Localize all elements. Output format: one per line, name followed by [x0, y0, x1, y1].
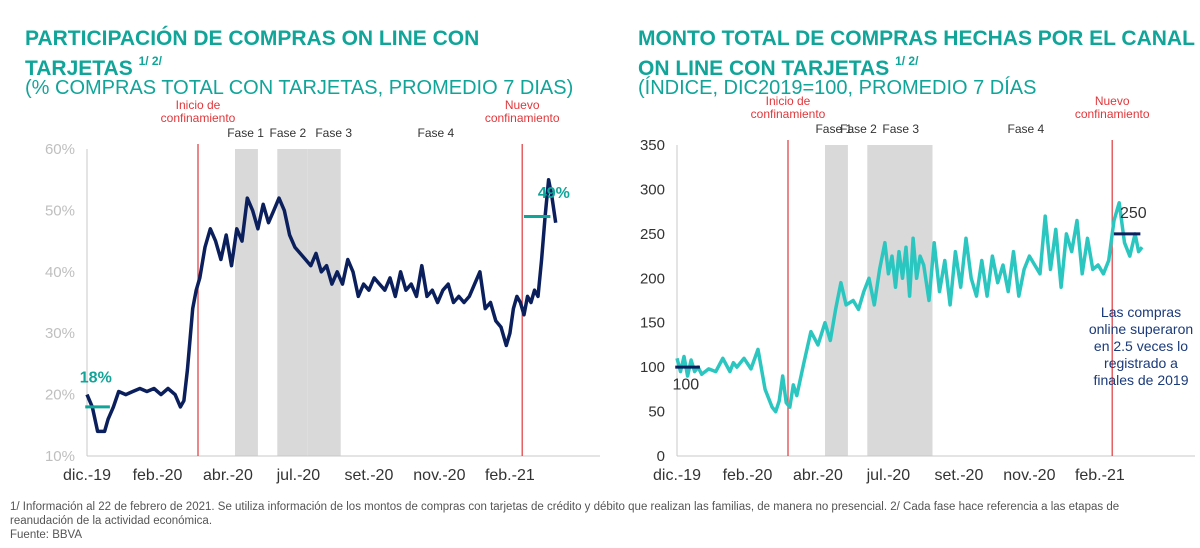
left-xtick-label: dic.-19	[63, 467, 111, 484]
right-xtick-label: set.-20	[934, 467, 983, 484]
left-title-footnote-ref: 1/ 2/	[138, 54, 162, 68]
right-ytick-label: 0	[657, 448, 665, 465]
right-marker-label-2: 250	[1120, 205, 1147, 222]
right-chart-title: MONTO TOTAL DE COMPRAS HECHAS POR EL CAN…	[638, 27, 1195, 80]
right-phase-band-1	[825, 145, 848, 456]
right-title-footnote-ref: 1/ 2/	[895, 54, 919, 68]
left-marker-label-1: 18%	[80, 369, 112, 386]
left-series-line	[85, 177, 558, 434]
right-phase-label-3: Fase 3	[882, 122, 919, 136]
left-phase-band-3	[307, 149, 341, 456]
right-event-label-2: Nuevo	[1095, 94, 1130, 108]
right-ytick-label: 50	[648, 404, 665, 421]
left-xtick-label: set.-20	[344, 467, 393, 484]
source-note: Fuente: BBVA	[10, 529, 83, 541]
left-chart-title: PARTICIPACIÓN DE COMPRAS ON LINE CON TAR…	[25, 27, 480, 80]
left-phase-band-1	[235, 149, 258, 456]
right-xtick-label: feb.-21	[1075, 467, 1125, 484]
footnote: 1/ Información al 22 de febrero de 2021.…	[10, 501, 1120, 527]
right-annotation-line: online superaron	[1089, 321, 1193, 337]
right-xtick-label: nov.-20	[1003, 467, 1055, 484]
left-phase-label-4: Fase 4	[418, 126, 455, 140]
right-ytick-label: 200	[640, 270, 665, 287]
left-xtick-label: feb.-20	[133, 467, 183, 484]
right-ytick-label: 100	[640, 359, 665, 376]
left-phase-label-3: Fase 3	[315, 126, 352, 140]
left-event-label-2: confinamiento	[485, 111, 560, 125]
right-ytick-label: 150	[640, 315, 665, 332]
left-ytick-label: 10%	[45, 448, 75, 465]
left-chart-subtitle: (% COMPRAS TOTAL CON TARJETAS, PROMEDIO …	[25, 77, 574, 99]
left-event-label-2: Nuevo	[505, 98, 540, 112]
right-phase-label-4: Fase 4	[1008, 122, 1045, 136]
right-annotation-line: registrado a	[1104, 355, 1178, 371]
left-phase-label-1: Fase 1	[227, 126, 264, 140]
right-annotation-line: finales de 2019	[1094, 372, 1189, 388]
right-xtick-label: abr.-20	[793, 467, 843, 484]
right-ytick-label: 250	[640, 226, 665, 243]
right-xtick-label: jul.-20	[866, 467, 911, 484]
left-xtick-label: jul.-20	[276, 467, 321, 484]
left-ytick-label: 60%	[45, 141, 75, 158]
right-phase-label-1: Fase 1	[815, 122, 852, 136]
right-phase-label-2: Fase 2	[840, 122, 877, 136]
left-xtick-label: abr.-20	[203, 467, 253, 484]
left-event-label-1: confinamiento	[161, 111, 236, 125]
left-event-label-1: Inicio de	[176, 98, 221, 112]
right-ytick-label: 300	[640, 181, 665, 198]
left-ytick-label: 40%	[45, 264, 75, 281]
left-ytick-label: 30%	[45, 325, 75, 342]
right-annotation-line: en 2.5 veces lo	[1094, 338, 1188, 354]
right-annotation-line: Las compras	[1101, 304, 1181, 320]
right-xtick-label: dic.-19	[653, 467, 701, 484]
left-phase-band-2	[277, 149, 308, 456]
left-phase-label-2: Fase 2	[270, 126, 307, 140]
left-marker-label-2: 49%	[538, 185, 570, 202]
right-ytick-label: 350	[640, 137, 665, 154]
right-event-label-1: confinamiento	[751, 107, 826, 121]
left-line-chart: Fase 1 Fase 2 Fase 3 Fase 4 10% 20% 30% 40% 50% 6…	[45, 98, 600, 484]
left-xtick-label: feb.-21	[485, 467, 535, 484]
right-phase-band-2	[867, 145, 933, 456]
right-marker-label-1: 100	[672, 376, 699, 393]
right-event-label-2: confinamiento	[1075, 107, 1150, 121]
left-ytick-label: 20%	[45, 387, 75, 404]
right-series-line	[675, 201, 1144, 414]
left-ytick-label: 50%	[45, 202, 75, 219]
right-xtick-label: feb.-20	[723, 467, 773, 484]
left-xtick-label: nov.-20	[413, 467, 465, 484]
right-chart-subtitle: (ÍNDICE, DIC2019=100, PROMEDIO 7 DÍAS	[638, 77, 1037, 99]
